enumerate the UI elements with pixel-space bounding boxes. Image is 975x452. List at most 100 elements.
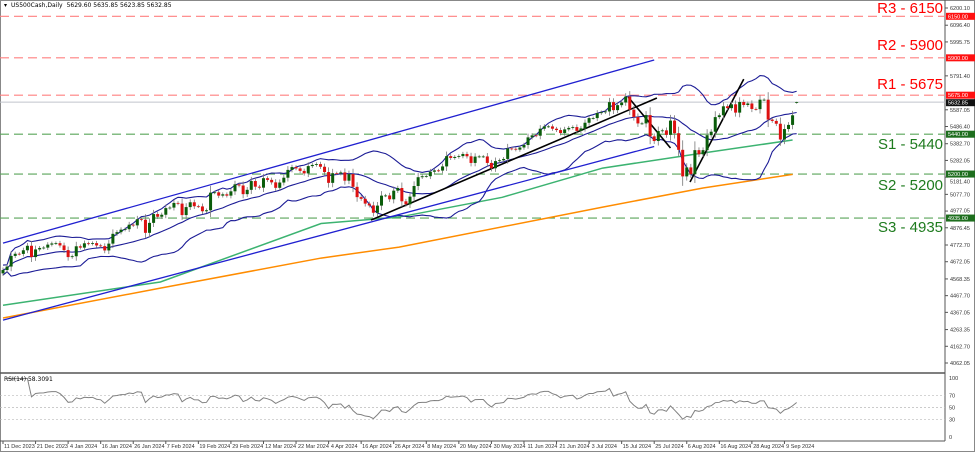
candle-bullish (392, 190, 396, 200)
candle-bullish (160, 214, 164, 217)
candle-bullish (583, 122, 587, 129)
candle-bearish (575, 127, 579, 131)
x-tick-label: 12 Mar 2024 (265, 444, 296, 450)
rsi-tick-label: 0 (949, 435, 952, 441)
candle-bullish (461, 153, 465, 157)
rsi-tick-label: 50 (949, 406, 955, 412)
candle-bearish (559, 130, 563, 134)
level-axis-label: 6150.00 (948, 14, 968, 20)
x-tick-label: 8 May 2024 (427, 444, 456, 450)
x-tick-label: 26 Apr 2024 (395, 444, 425, 450)
candle-bullish (546, 126, 550, 128)
candle-bearish (681, 149, 685, 177)
candle-bearish (298, 168, 302, 171)
candle-bullish (591, 118, 595, 119)
candle-bearish (86, 243, 90, 245)
candle-bullish (282, 177, 286, 183)
y-tick-label: 5282.05 (950, 158, 970, 164)
candle-bullish (310, 164, 314, 167)
trend-line (689, 78, 745, 183)
candle-bullish (119, 229, 123, 233)
candle-bearish (241, 185, 245, 195)
candle-bullish (375, 205, 379, 213)
candle-bullish (205, 210, 208, 212)
candle-bullish (135, 219, 139, 226)
candle-bearish (367, 203, 371, 206)
candle-bullish (74, 246, 78, 257)
candle-bullish (730, 104, 734, 109)
candle-bullish (5, 266, 9, 271)
x-tick-label: 28 Aug 2024 (753, 444, 784, 450)
y-tick-label: 5995.75 (950, 40, 970, 46)
y-tick-label: 4876.45 (950, 226, 970, 232)
candle-bearish (673, 120, 677, 134)
candle-bearish (750, 103, 754, 109)
candle-bullish (538, 128, 542, 136)
candle-bullish (457, 156, 461, 157)
x-tick-label: 9 Sep 2024 (786, 444, 814, 450)
candle-bullish (261, 178, 265, 188)
rsi-tick-label: 30 (949, 417, 955, 423)
level-axis-badge (946, 54, 975, 62)
channel-line (2, 59, 655, 244)
candle-bearish (217, 192, 221, 196)
candle-bearish (697, 150, 701, 155)
candle-bullish (396, 188, 400, 191)
y-tick-label: 4367.05 (950, 310, 970, 316)
candle-bullish (380, 195, 384, 206)
candle-bearish (555, 128, 559, 131)
candle-bullish (21, 250, 25, 254)
candle-bearish (17, 253, 21, 255)
level-axis-badge (946, 12, 975, 20)
candle-bullish (721, 106, 725, 116)
y-tick-label: 5077.70 (950, 192, 970, 198)
candle-bearish (436, 170, 440, 172)
candle-bearish (363, 198, 367, 204)
candle-bullish (420, 176, 424, 178)
candle-bullish (498, 160, 502, 162)
x-tick-label: 19 Feb 2024 (199, 444, 230, 450)
candle-bullish (717, 115, 721, 118)
y-tick-label: 5181.40 (950, 180, 970, 186)
candle-bullish (70, 256, 74, 258)
level-label-s3: S3 - 4935 (877, 219, 943, 236)
candle-bullish (563, 129, 567, 134)
candle-bearish (225, 194, 229, 196)
x-tick-label: 25 Jul 2024 (655, 444, 683, 450)
candle-bullish (412, 186, 416, 197)
candle-bullish (713, 117, 717, 132)
candle-bearish (514, 148, 518, 150)
candle-bullish (428, 171, 432, 177)
candle-bearish (180, 203, 184, 216)
candle-bearish (294, 167, 298, 169)
candle-bearish (400, 188, 404, 202)
level-label-r3: R3 - 6150 (877, 0, 943, 17)
candle-bearish (766, 99, 770, 120)
candle-bullish (644, 115, 648, 124)
candle-bearish (648, 115, 652, 137)
x-tick-label: 4 Jan 2024 (70, 444, 97, 450)
candle-bullish (701, 150, 705, 155)
x-tick-label: 15 Jul 2024 (623, 444, 651, 450)
candle-bullish (229, 191, 233, 196)
candle-bearish (78, 246, 82, 248)
x-tick-label: 3 Jul 2024 (592, 444, 617, 450)
candle-bearish (550, 126, 554, 129)
candle-bearish (778, 123, 782, 140)
candle-bullish (607, 102, 611, 112)
x-tick-label: 7 Feb 2024 (167, 444, 195, 450)
y-tick-label: 5382.70 (950, 142, 970, 148)
x-tick-label: 20 May 2024 (460, 444, 492, 450)
x-tick-label: 29 Feb 2024 (232, 444, 263, 450)
candle-bearish (156, 214, 160, 217)
candle-bullish (286, 169, 290, 178)
candle-bearish (677, 133, 681, 150)
y-tick-label: 5587.05 (950, 108, 970, 114)
level-label-r2: R2 - 5900 (877, 37, 943, 54)
candle-bullish (50, 243, 54, 245)
candle-bullish (620, 102, 624, 106)
candle-bullish (453, 156, 457, 158)
level-axis-badge (946, 91, 975, 99)
candle-bullish (603, 111, 607, 113)
